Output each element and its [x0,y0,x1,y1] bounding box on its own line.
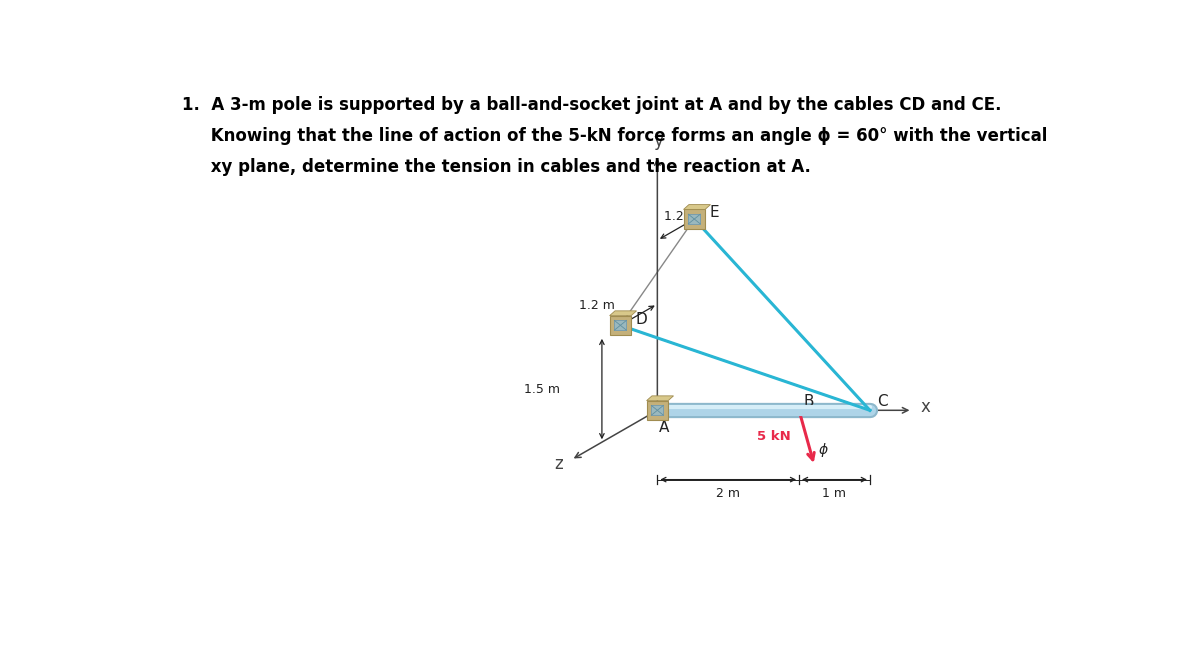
Text: x: x [920,398,930,416]
Polygon shape [614,320,626,330]
Polygon shape [684,205,710,209]
Text: A: A [659,420,670,435]
Polygon shape [689,214,701,224]
Text: z: z [554,455,563,473]
Polygon shape [684,209,706,228]
Polygon shape [610,315,631,335]
Text: B: B [804,393,814,409]
Text: 5 kN: 5 kN [757,430,791,443]
Text: y: y [654,132,664,150]
Text: Knowing that the line of action of the 5-kN force forms an angle ϕ = 60° with th: Knowing that the line of action of the 5… [182,127,1048,145]
Text: 1 m: 1 m [822,486,846,500]
Polygon shape [652,405,664,415]
Text: C: C [877,395,888,409]
Polygon shape [610,311,636,315]
Text: 1.2 m: 1.2 m [578,298,614,312]
Text: D: D [636,312,648,327]
Text: 2 m: 2 m [716,486,740,500]
Text: 1.  A 3-m pole is supported by a ball-and-socket joint at A and by the cables CD: 1. A 3-m pole is supported by a ball-and… [182,96,1002,114]
Text: 1.2 m: 1.2 m [664,211,700,224]
Text: 1.5 m: 1.5 m [523,383,559,395]
Polygon shape [647,396,673,401]
Text: xy plane, determine the tension in cables and the reaction at A.: xy plane, determine the tension in cable… [182,158,811,176]
Text: $\phi$: $\phi$ [817,441,828,459]
Text: E: E [709,205,719,220]
Polygon shape [647,401,668,420]
